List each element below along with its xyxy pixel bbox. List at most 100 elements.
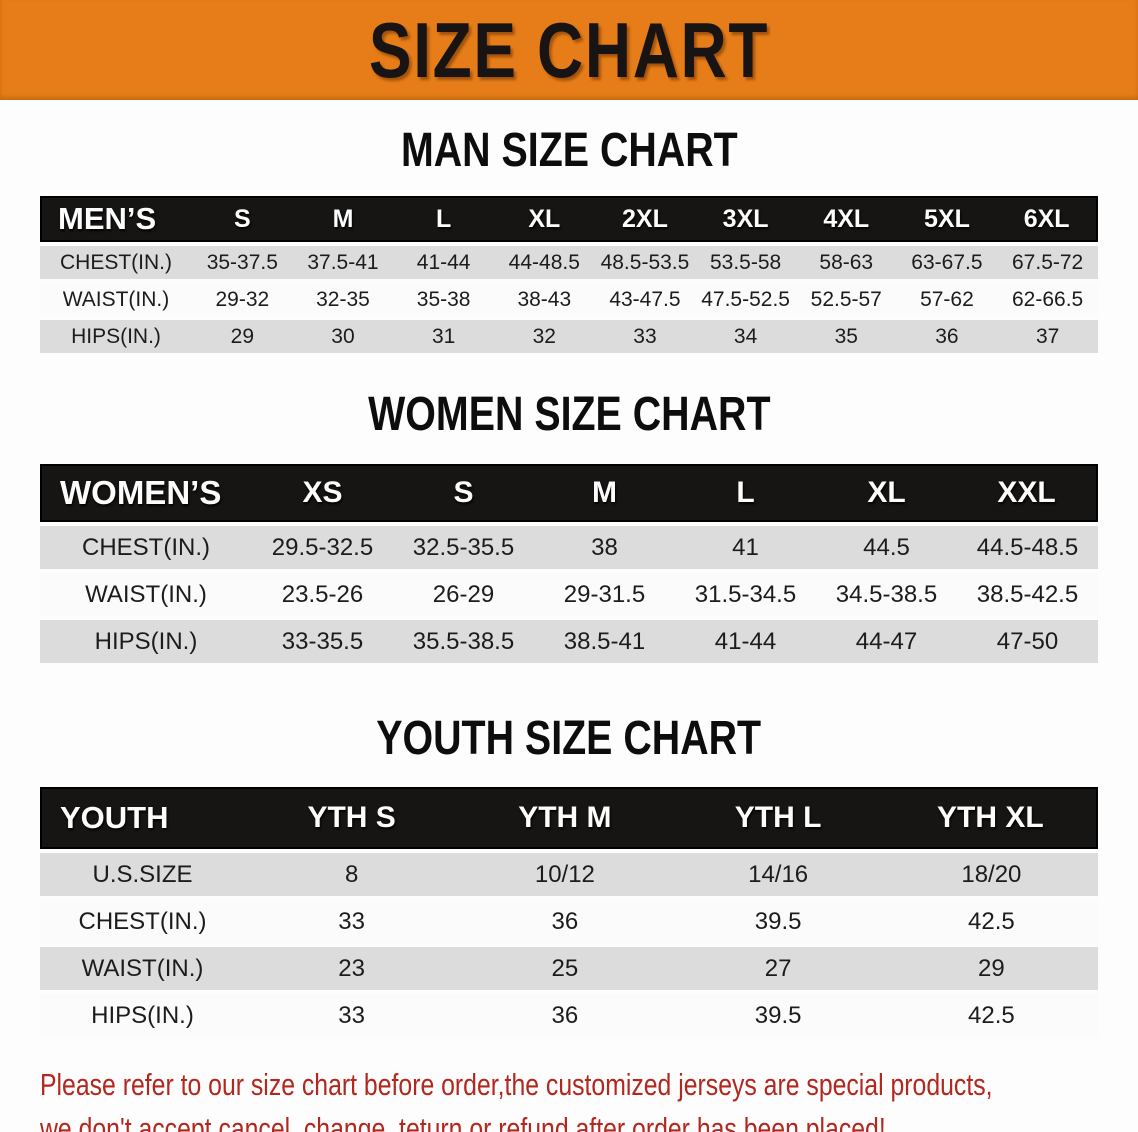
column-header: XXL (957, 464, 1098, 522)
row-label: HIPS(IN.) (40, 620, 252, 663)
size-value-cell: 25 (458, 947, 672, 990)
section-women: WOMEN SIZE CHART WOMEN’S XS S M L XL XXL CHEST(… (0, 391, 1138, 667)
disclaimer-note: Please refer to our size chart before or… (40, 1063, 1138, 1132)
table-row: WAIST(IN.) 29-32 32-35 35-38 38-43 43-47.5 47.… (40, 283, 1098, 316)
size-value-cell: 33 (245, 994, 459, 1037)
column-header: YTH M (458, 787, 672, 849)
size-value-cell: 57-62 (896, 283, 998, 316)
size-value-cell: 32 (493, 320, 595, 353)
size-value-cell: 35 (795, 320, 897, 353)
size-value-cell: 33-35.5 (252, 620, 393, 663)
size-value-cell: 44.5 (816, 526, 957, 569)
row-label: HIPS(IN.) (40, 994, 245, 1037)
size-value-cell: 23.5-26 (252, 573, 393, 616)
row-label: WAIST(IN.) (40, 283, 192, 316)
size-value-cell: 10/12 (458, 853, 672, 896)
size-value-cell: 31 (393, 320, 494, 353)
column-header: YTH L (671, 787, 885, 849)
size-value-cell: 33 (594, 320, 696, 353)
size-value-cell: 29-32 (192, 283, 293, 316)
size-table: YOUTH YTH S YTH M YTH L YTH XL U.S.SIZE 8 10/12… (40, 783, 1098, 1041)
table-row: WAIST(IN.) 23 25 27 29 (40, 947, 1098, 990)
table-title: MEN’S (40, 196, 192, 242)
row-label: WAIST(IN.) (40, 947, 245, 990)
table-row: CHEST(IN.) 29.5-32.5 32.5-35.5 38 41 44.5 44.5… (40, 526, 1098, 569)
column-header: L (675, 464, 816, 522)
size-value-cell: 34.5-38.5 (816, 573, 957, 616)
table-row: CHEST(IN.) 35-37.5 37.5-41 41-44 44-48.5 48.5… (40, 246, 1098, 279)
size-value-cell: 63-67.5 (896, 246, 998, 279)
table-row: HIPS(IN.) 33 36 39.5 42.5 (40, 994, 1098, 1037)
row-label: CHEST(IN.) (40, 246, 192, 279)
column-header: S (192, 196, 293, 242)
size-value-cell: 27 (671, 947, 885, 990)
row-label: U.S.SIZE (40, 853, 245, 896)
size-value-cell: 43-47.5 (594, 283, 696, 316)
column-header: XL (493, 196, 595, 242)
page-title: SIZE CHART (368, 5, 770, 94)
disclaimer-line-1: Please refer to our size chart before or… (40, 1067, 993, 1102)
size-value-cell: 30 (292, 320, 394, 353)
men-section-heading-text: MAN SIZE CHART (400, 124, 738, 177)
size-value-cell: 31.5-34.5 (675, 573, 816, 616)
size-value-cell: 34 (695, 320, 796, 353)
youth-section-heading-text: YOUTH SIZE CHART (376, 712, 762, 765)
size-value-cell: 36 (896, 320, 998, 353)
size-value-cell: 39.5 (671, 994, 885, 1037)
size-value-cell: 53.5-58 (695, 246, 796, 279)
column-header: XS (252, 464, 393, 522)
size-value-cell: 35-37.5 (192, 246, 293, 279)
table-title: WOMEN’S (40, 464, 252, 522)
row-label: WAIST(IN.) (40, 573, 252, 616)
size-value-cell: 47.5-52.5 (695, 283, 796, 316)
size-value-cell: 8 (245, 853, 459, 896)
disclaimer-line-2: we don't accept cancel, change, teturn o… (40, 1111, 886, 1132)
size-value-cell: 26-29 (393, 573, 534, 616)
size-value-cell: 29 (192, 320, 293, 353)
youth-size-table: YOUTH YTH S YTH M YTH L YTH XL U.S.SIZE 8 10/12… (40, 783, 1098, 1041)
row-label: CHEST(IN.) (40, 900, 245, 943)
size-value-cell: 41-44 (393, 246, 494, 279)
size-value-cell: 52.5-57 (795, 283, 897, 316)
table-row: CHEST(IN.) 33 36 39.5 42.5 (40, 900, 1098, 943)
header-row: MEN’S S M L XL 2XL 3XL 4XL 5XL 6XL (40, 196, 1098, 242)
table-row: WAIST(IN.) 23.5-26 26-29 29-31.5 31.5-34.5 34… (40, 573, 1098, 616)
column-header: YTH S (245, 787, 459, 849)
size-value-cell: 38.5-41 (534, 620, 675, 663)
table-row: HIPS(IN.) 29 30 31 32 33 34 35 36 37 (40, 320, 1098, 353)
table-row: HIPS(IN.) 33-35.5 35.5-38.5 38.5-41 41-44 44-… (40, 620, 1098, 663)
column-header: M (534, 464, 675, 522)
youth-section-heading: YOUTH SIZE CHART (0, 715, 1138, 763)
column-header: 4XL (795, 196, 897, 242)
column-header: 2XL (594, 196, 696, 242)
size-value-cell: 33 (245, 900, 459, 943)
size-value-cell: 44-47 (816, 620, 957, 663)
size-value-cell: 37.5-41 (292, 246, 394, 279)
men-size-table: MEN’S S M L XL 2XL 3XL 4XL 5XL 6XL CHEST(IN.) 35-37… (40, 192, 1098, 357)
size-table: WOMEN’S XS S M L XL XXL CHEST(IN.) 29.5-32.5 32.5… (40, 460, 1098, 667)
size-value-cell: 42.5 (884, 994, 1098, 1037)
size-value-cell: 35.5-38.5 (393, 620, 534, 663)
size-value-cell: 35-38 (393, 283, 494, 316)
size-value-cell: 42.5 (884, 900, 1098, 943)
women-section-heading-text: WOMEN SIZE CHART (367, 388, 771, 441)
size-value-cell: 29.5-32.5 (252, 526, 393, 569)
column-header: L (393, 196, 494, 242)
size-value-cell: 14/16 (671, 853, 885, 896)
size-value-cell: 44.5-48.5 (957, 526, 1098, 569)
column-header: S (393, 464, 534, 522)
men-section-heading: MAN SIZE CHART (0, 127, 1138, 175)
women-section-heading: WOMEN SIZE CHART (0, 391, 1138, 439)
size-value-cell: 41 (675, 526, 816, 569)
table-title: YOUTH (40, 787, 245, 849)
size-value-cell: 23 (245, 947, 459, 990)
row-label: CHEST(IN.) (40, 526, 252, 569)
section-youth: YOUTH SIZE CHART YOUTH YTH S YTH M YTH L YTH… (0, 715, 1138, 1041)
size-table: MEN’S S M L XL 2XL 3XL 4XL 5XL 6XL CHEST(IN.) 35-37… (40, 192, 1098, 357)
size-value-cell: 41-44 (675, 620, 816, 663)
size-value-cell: 44-48.5 (493, 246, 595, 279)
women-size-table: WOMEN’S XS S M L XL XXL CHEST(IN.) 29.5-32.5 32.5… (40, 460, 1098, 667)
column-header: 6XL (997, 196, 1098, 242)
header-row: WOMEN’S XS S M L XL XXL (40, 464, 1098, 522)
